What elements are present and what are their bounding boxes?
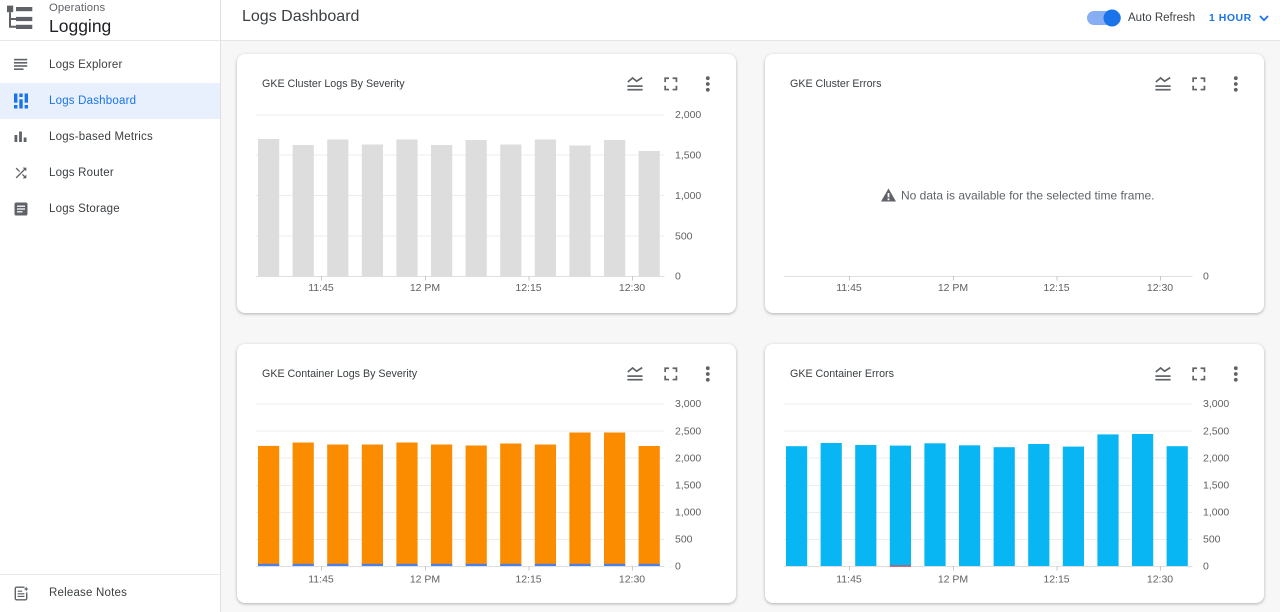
svg-text:0: 0 [1203,271,1209,283]
svg-text:12 PM: 12 PM [938,574,968,586]
svg-text:12:15: 12:15 [515,282,541,294]
svg-text:2,000: 2,000 [1203,452,1229,464]
svg-text:12 PM: 12 PM [938,282,968,294]
svg-text:1,500: 1,500 [675,480,701,492]
svg-text:1,000: 1,000 [1203,507,1229,519]
svg-text:12:30: 12:30 [1147,282,1173,294]
svg-text:11:45: 11:45 [308,574,334,586]
svg-text:0: 0 [675,561,681,573]
svg-text:0: 0 [1203,561,1209,573]
svg-text:2,000: 2,000 [675,109,701,121]
svg-text:12:15: 12:15 [1043,574,1069,586]
svg-text:500: 500 [675,230,693,242]
svg-text:12 PM: 12 PM [410,282,440,294]
svg-text:12:15: 12:15 [1043,282,1069,294]
svg-text:1,000: 1,000 [675,507,701,519]
svg-text:12:30: 12:30 [619,282,645,294]
svg-text:1,500: 1,500 [675,149,701,161]
svg-text:11:45: 11:45 [836,574,862,586]
svg-text:1,000: 1,000 [675,190,701,202]
svg-text:No data is available for the s: No data is available for the selected ti… [901,189,1154,203]
svg-text:3,000: 3,000 [1203,398,1229,410]
svg-text:500: 500 [675,534,693,546]
svg-text:1,500: 1,500 [1203,480,1229,492]
svg-text:12 PM: 12 PM [410,574,440,586]
svg-text:0: 0 [675,271,681,283]
svg-text:2,500: 2,500 [675,425,701,437]
svg-text:3,000: 3,000 [675,398,701,410]
svg-text:12:30: 12:30 [619,574,645,586]
svg-text:11:45: 11:45 [836,282,862,294]
svg-text:500: 500 [1203,534,1221,546]
svg-text:11:45: 11:45 [308,282,334,294]
svg-text:12:30: 12:30 [1147,574,1173,586]
svg-text:12:15: 12:15 [515,574,541,586]
svg-text:2,500: 2,500 [1203,425,1229,437]
svg-text:2,000: 2,000 [675,452,701,464]
